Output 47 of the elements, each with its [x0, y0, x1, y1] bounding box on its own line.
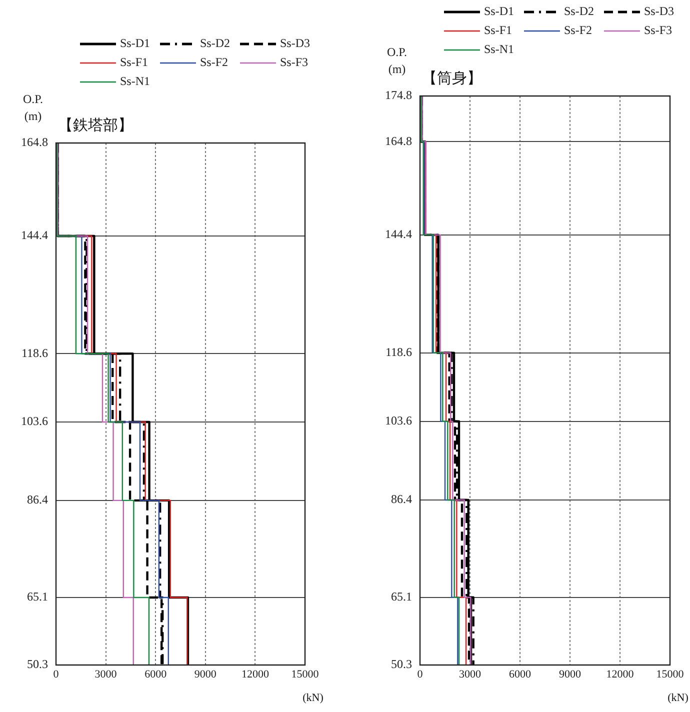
x-tick-label: 15000	[291, 668, 320, 680]
x-axis-title: (kN)	[302, 692, 324, 704]
y-tick-label: 118.6	[385, 345, 412, 360]
legend-label: Ss-D1	[120, 36, 150, 51]
y-tick-label: 164.8	[385, 134, 412, 148]
legend-label: Ss-F2	[200, 55, 228, 70]
y-tick-label: 65.1	[27, 590, 48, 604]
legend-label: Ss-F1	[484, 23, 512, 38]
legend-label: Ss-D3	[280, 36, 310, 51]
legend-label: Ss-D2	[200, 36, 230, 51]
y-tick-label: 50.3	[27, 657, 48, 672]
y-tick-label: 118.6	[21, 346, 48, 360]
y-axis-title: O.P. (m)	[22, 91, 44, 125]
legend-label: Ss-F3	[644, 23, 672, 38]
x-tick-label: 15000	[656, 668, 684, 680]
x-tick-label: 6000	[509, 668, 532, 680]
x-tick-label: 3000	[94, 668, 118, 680]
y-tick-label: 86.4	[391, 492, 412, 506]
legend-label: Ss-F2	[564, 23, 592, 38]
x-tick-label: 12000	[241, 668, 270, 680]
y-tick-label: 50.3	[391, 657, 412, 672]
x-tick-label: 12000	[606, 668, 634, 680]
y-tick-label: 103.6	[21, 414, 48, 428]
y-tick-label: 65.1	[391, 590, 412, 604]
legend-label: Ss-F3	[280, 55, 308, 70]
y-tick-label: 144.4	[385, 227, 412, 242]
legend-label: Ss-N1	[120, 74, 150, 89]
legend-label: Ss-D3	[644, 4, 674, 19]
x-tick-label: 9000	[194, 668, 217, 680]
legend-label: Ss-D2	[564, 4, 594, 19]
y-axis-title: O.P. (m)	[386, 44, 408, 78]
x-tick-label: 3000	[459, 668, 482, 680]
chart-title: 【筒身】	[422, 70, 482, 87]
x-axis-title: (kN)	[668, 692, 689, 704]
y-tick-label: 103.6	[385, 414, 412, 428]
y-tick-label: 174.8	[385, 88, 412, 102]
legend-label: Ss-N1	[484, 42, 514, 57]
y-tick-label: 164.8	[21, 135, 48, 150]
legend-label: Ss-F1	[120, 55, 148, 70]
y-tick-label: 144.4	[21, 228, 48, 242]
x-tick-label: 6000	[144, 668, 168, 680]
y-tick-label: 86.4	[27, 492, 48, 507]
legend-label: Ss-D1	[484, 4, 514, 19]
x-tick-label: 9000	[559, 668, 582, 680]
chart-title: 【鉄塔部】	[58, 116, 133, 134]
x-tick-label: 0	[417, 668, 424, 680]
x-tick-label: 0	[53, 668, 60, 680]
